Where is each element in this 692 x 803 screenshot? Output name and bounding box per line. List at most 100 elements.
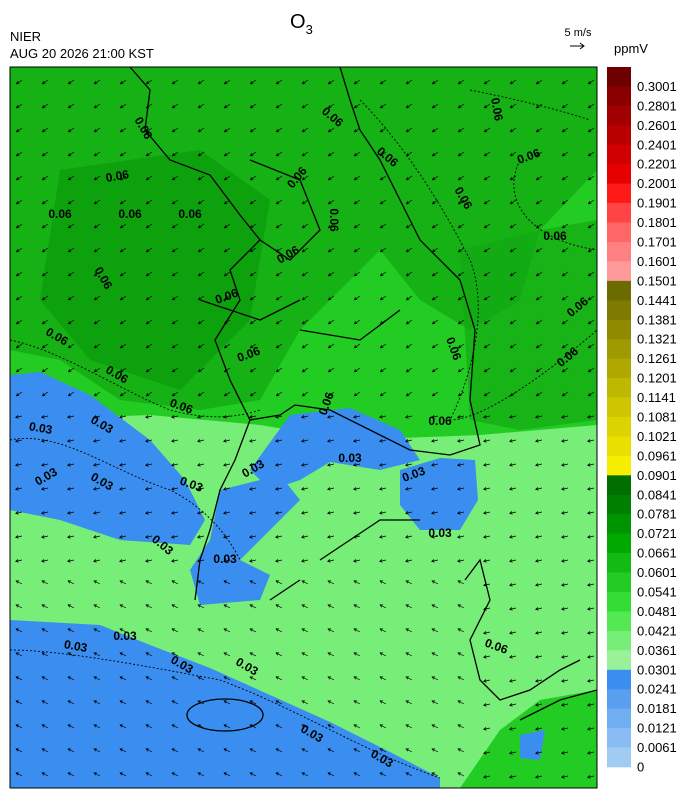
wind-arrow: [41, 676, 49, 681]
colorbar-tick-label: 0.2001: [637, 176, 677, 191]
wind-arrow: [508, 583, 517, 587]
wind-arrow: [534, 751, 543, 755]
wind-arrow: [145, 700, 153, 705]
wind-arrow: [431, 223, 439, 229]
wind-arrow: [509, 391, 517, 397]
wind-arrow: [327, 223, 335, 229]
wind-arrow: [482, 631, 491, 635]
wind-arrow: [405, 175, 413, 181]
wind-arrow: [248, 463, 257, 467]
wind-arrow: [404, 463, 413, 467]
wind-arrow: [561, 103, 569, 109]
wind-arrow: [534, 655, 543, 659]
wind-arrow: [223, 319, 231, 325]
coastlines: [129, 67, 597, 721]
wind-arrow: [41, 295, 49, 301]
wind-arrow: [457, 391, 465, 397]
field-darker: [40, 150, 270, 390]
wind-arrow: [274, 487, 283, 491]
wind-arrow: [119, 247, 127, 253]
wind-arrow: [274, 415, 283, 419]
wind-arrow: [223, 127, 231, 133]
wind-arrow: [223, 295, 231, 301]
wind-arrow: [40, 559, 49, 563]
wind-arrow: [171, 604, 179, 609]
wind-arrow: [301, 151, 309, 157]
wind-arrow: [431, 79, 439, 85]
wind-arrow: [145, 772, 153, 777]
wind-arrow: [405, 700, 413, 705]
wind-arrow: [223, 367, 231, 373]
wind-arrow: [275, 700, 283, 705]
wind-arrow: [223, 676, 231, 681]
wind-arrow: [223, 199, 231, 205]
wind-arrow: [508, 511, 517, 515]
wind-arrow: [145, 367, 153, 373]
wind-arrow: [15, 772, 23, 777]
wind-arrow: [119, 700, 127, 705]
wind-arrow: [145, 391, 153, 397]
wind-arrow: [353, 223, 361, 229]
colorbar-tick-label: 0.1801: [637, 215, 677, 230]
wind-arrow: [171, 343, 179, 349]
wind-arrow: [15, 367, 23, 373]
wind-arrow: [457, 151, 465, 157]
wind-arrow: [404, 487, 413, 491]
wind-arrow: [67, 391, 75, 397]
wind-arrow: [14, 487, 23, 491]
wind-arrow: [249, 772, 257, 777]
wind-arrow: [353, 724, 361, 729]
wind-arrow: [534, 679, 543, 683]
wind-arrow: [561, 175, 569, 181]
colorbar-tick-label: 0.0721: [637, 526, 677, 541]
wind-arrow: [41, 628, 49, 633]
wind-arrow: [119, 367, 127, 373]
wind-arrow: [353, 580, 361, 585]
wind-arrow: [301, 79, 309, 85]
wind-arrow: [197, 367, 205, 373]
wind-arrow: [15, 676, 23, 681]
wind-arrow: [404, 559, 413, 563]
wind-arrow: [509, 175, 517, 181]
wind-arrow: [223, 604, 231, 609]
wind-arrow: [405, 604, 413, 609]
contour-label: 0.06: [178, 207, 202, 221]
wind-arrow: [405, 271, 413, 277]
wind-arrow: [560, 511, 569, 515]
contour-label: 0.06: [48, 207, 72, 221]
colorbar-unit: ppmV: [614, 41, 648, 56]
wind-arrow: [145, 628, 153, 633]
wind-arrow: [301, 772, 309, 777]
wind-arrow: [535, 295, 543, 301]
wind-arrow: [378, 487, 387, 491]
wind-arrow: [41, 772, 49, 777]
wind-arrow: [456, 463, 465, 467]
wind-arrow: [405, 223, 413, 229]
wind-arrow: [327, 367, 335, 373]
wind-arrow: [352, 463, 361, 467]
colorbar-swatch: [607, 514, 631, 534]
wind-arrow: [144, 415, 153, 419]
colorbar-swatch: [607, 358, 631, 379]
wind-arrow: [15, 223, 23, 229]
wind-arrow: [222, 415, 231, 419]
wind-arrow: [508, 655, 517, 659]
wind-arrow: [327, 580, 335, 585]
wind-arrow: [431, 604, 439, 609]
wind-arrow: [145, 580, 153, 585]
map-frame: [9, 66, 598, 789]
wind-arrow: [248, 559, 257, 563]
wind-arrow: [66, 463, 75, 467]
wind-arrow: [353, 628, 361, 633]
wind-arrow: [535, 271, 543, 277]
wind-arrow: [326, 487, 335, 491]
sea-low-west: [10, 372, 205, 545]
wind-arrow: [431, 343, 439, 349]
wind-arrow: [431, 319, 439, 325]
wind-arrow: [93, 319, 101, 325]
wind-arrow: [457, 772, 465, 777]
wind-arrow: [197, 652, 205, 657]
colorbar-swatch: [607, 689, 631, 709]
wind-arrow: [431, 748, 439, 753]
wind-arrow: [587, 295, 595, 301]
